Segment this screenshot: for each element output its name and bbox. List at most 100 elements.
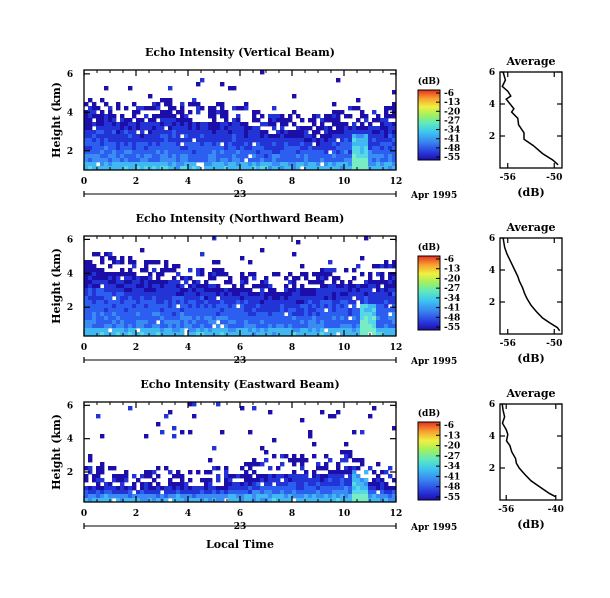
heatmap-cell (312, 470, 317, 475)
heatmap-cell (116, 498, 121, 503)
heatmap-cell (300, 292, 305, 297)
heatmap-cell (344, 296, 349, 301)
heatmap-cell (120, 490, 125, 495)
heatmap-cell (84, 150, 89, 155)
heatmap-cell (84, 300, 89, 305)
heatmap-cell (140, 292, 145, 297)
heatmap-cell (244, 138, 249, 143)
y-axis-label: Height (km) (50, 248, 63, 324)
heatmap-cell (284, 486, 289, 491)
heatmap-cell (184, 312, 189, 317)
heatmap-cell (196, 122, 201, 127)
heatmap-cell (324, 154, 329, 159)
heatmap-cell (304, 308, 309, 313)
heatmap-cell (236, 324, 241, 329)
heatmap-cell (320, 126, 325, 131)
heatmap-cell (236, 162, 241, 167)
heatmap-cell (304, 482, 309, 487)
heatmap-cell (372, 264, 377, 269)
heatmap-cell (280, 158, 285, 163)
heatmap-cell (188, 430, 193, 435)
heatmap-cell (324, 316, 329, 321)
heatmap-cell (244, 300, 249, 305)
heatmap-cell (268, 158, 273, 163)
heatmap-cell (212, 494, 217, 499)
heatmap-cell (312, 308, 317, 313)
heatmap-cell (392, 126, 397, 131)
heatmap-cell (376, 332, 381, 337)
heatmap-cell (268, 474, 273, 479)
heatmap-cell (300, 304, 305, 309)
heatmap-cell (392, 130, 397, 135)
heatmap-cell (160, 122, 165, 127)
heatmap-cell (284, 490, 289, 495)
heatmap-cell (84, 280, 89, 285)
heatmap-cell (360, 462, 365, 467)
heatmap-cell (172, 154, 177, 159)
heatmap-cell (108, 162, 113, 167)
heatmap-cell (140, 284, 145, 289)
heatmap-cell (260, 328, 265, 333)
heatmap-cell (344, 166, 349, 171)
heatmap-cell (368, 138, 373, 143)
heatmap-cell (312, 478, 317, 483)
heatmap-cell (168, 118, 173, 123)
heatmap-cell (104, 300, 109, 305)
heatmap-cell (376, 134, 381, 139)
heatmap-cell (176, 110, 181, 115)
heatmap-cell (124, 324, 129, 329)
heatmap-cell (140, 296, 145, 301)
heatmap-cell (304, 150, 309, 155)
heatmap-cell (380, 312, 385, 317)
heatmap-cell (364, 134, 369, 139)
heatmap-cell (144, 284, 149, 289)
heatmap-cell (100, 146, 105, 151)
heatmap-cell (168, 482, 173, 487)
heatmap-cell (136, 280, 141, 285)
heatmap-cell (272, 320, 277, 325)
heatmap-cell (168, 320, 173, 325)
heatmap-cell (188, 498, 193, 503)
heatmap-cell (156, 130, 161, 135)
heatmap-cell (336, 320, 341, 325)
heatmap-cell (188, 268, 193, 273)
heatmap-cell (160, 110, 165, 115)
heatmap-cell (348, 332, 353, 337)
heatmap-cell (348, 130, 353, 135)
heatmap-cell (296, 332, 301, 337)
heatmap-cell (172, 280, 177, 285)
heatmap-field (84, 70, 397, 171)
heatmap-cell (152, 312, 157, 317)
heatmap-cell (184, 130, 189, 135)
heatmap-cell (324, 166, 329, 171)
heatmap-cell (256, 284, 261, 289)
heatmap-cell (168, 332, 173, 337)
heatmap-cell (108, 482, 113, 487)
heatmap-cell (168, 292, 173, 297)
heatmap-cell (344, 292, 349, 297)
heatmap-cell (156, 162, 161, 167)
heatmap-cell (304, 288, 309, 293)
heatmap-cell (136, 150, 141, 155)
heatmap-cell (336, 410, 341, 415)
heatmap-cell (392, 320, 397, 325)
heatmap-cell (360, 328, 365, 333)
heatmap-cell (320, 280, 325, 285)
heatmap-cell (160, 300, 165, 305)
heatmap-cell (152, 292, 157, 297)
heatmap-cell (340, 166, 345, 171)
heatmap-cell (308, 162, 313, 167)
heatmap-cell (328, 300, 333, 305)
heatmap-cell (288, 458, 293, 463)
heatmap-cell (168, 158, 173, 163)
heatmap-cell (104, 498, 109, 503)
heatmap-cell (304, 474, 309, 479)
heatmap-cell (240, 280, 245, 285)
heatmap-cell (260, 166, 265, 171)
heatmap-cell (228, 292, 233, 297)
heatmap-cell (360, 490, 365, 495)
heatmap-cell (128, 138, 133, 143)
heatmap-cell (188, 304, 193, 309)
heatmap-cell (192, 134, 197, 139)
heatmap-cell (184, 118, 189, 123)
